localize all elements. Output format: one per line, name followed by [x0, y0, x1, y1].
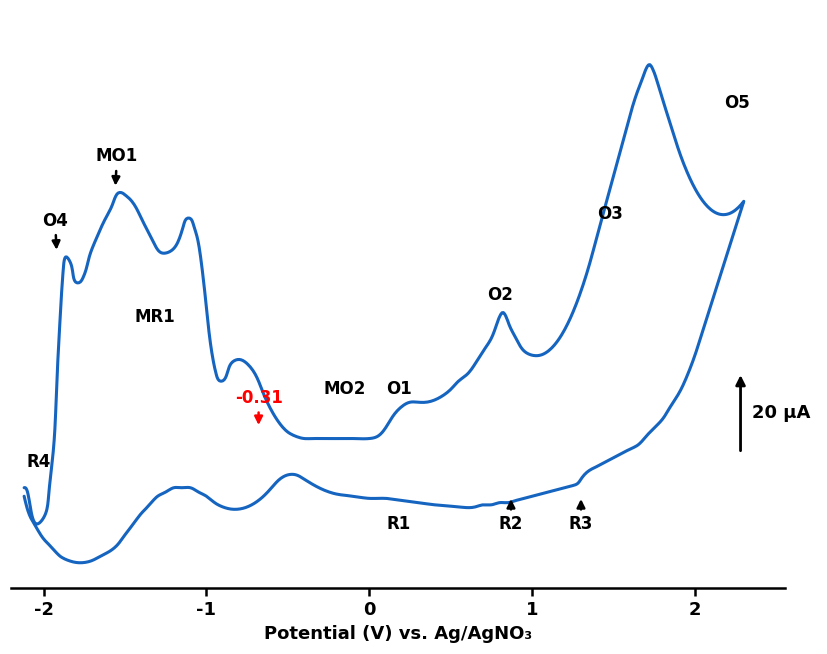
Text: -0.31: -0.31: [235, 389, 283, 422]
Text: MR1: MR1: [134, 308, 174, 326]
Text: R3: R3: [569, 502, 593, 533]
X-axis label: Potential (V) vs. Ag/AgNO₃: Potential (V) vs. Ag/AgNO₃: [264, 625, 532, 643]
Text: MO2: MO2: [323, 381, 366, 398]
Text: O5: O5: [724, 94, 750, 112]
Text: O1: O1: [385, 381, 412, 398]
Text: O4: O4: [42, 211, 68, 247]
Text: R2: R2: [499, 502, 523, 533]
Text: R1: R1: [386, 515, 411, 533]
Text: R4: R4: [26, 453, 51, 471]
Text: O3: O3: [597, 205, 624, 223]
Text: O2: O2: [486, 286, 513, 304]
Text: MO1: MO1: [96, 147, 138, 183]
Text: 20 μA: 20 μA: [752, 404, 810, 422]
